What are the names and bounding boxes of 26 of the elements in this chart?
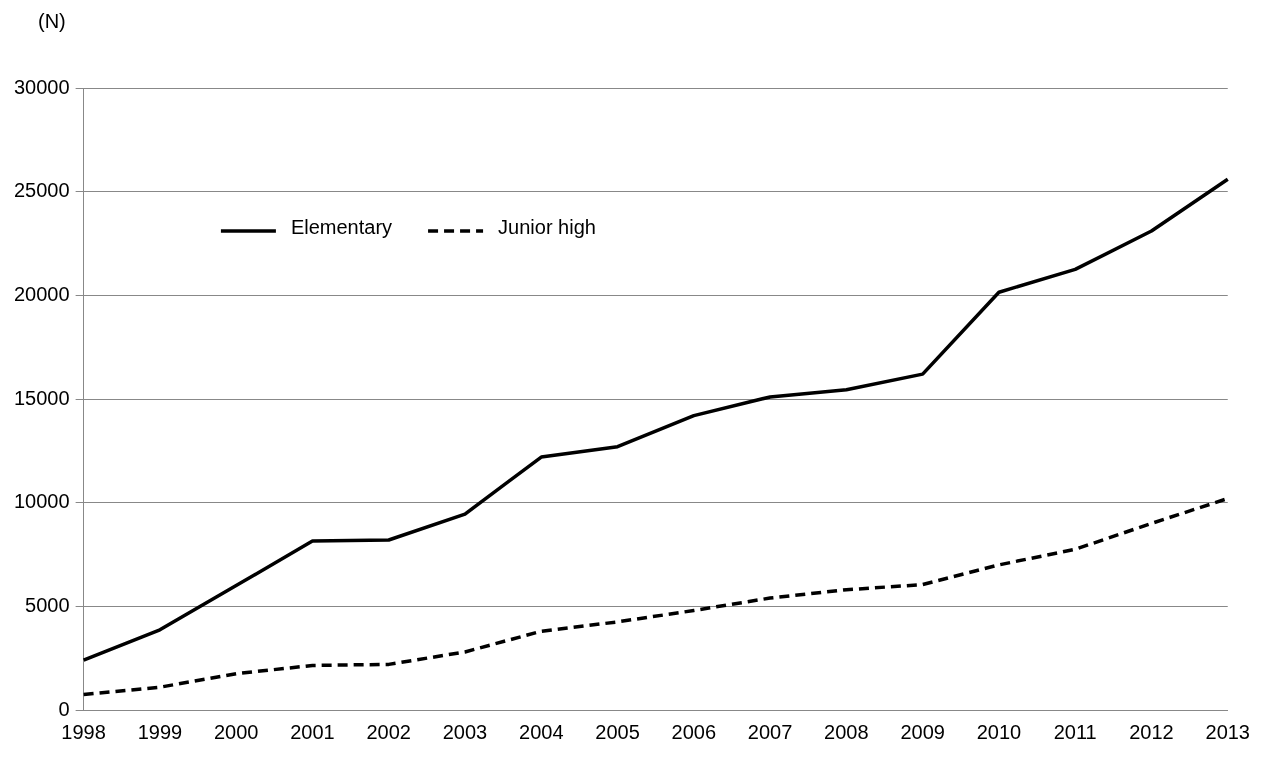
x-tick-label: 2007	[747, 720, 793, 743]
y-axis-title: (N)	[38, 9, 66, 32]
y-tick-label: 25000	[13, 179, 70, 202]
legend-label: Elementary	[290, 215, 393, 238]
x-tick-label: 2003	[442, 720, 488, 743]
y-tick-label: 10000	[13, 490, 70, 513]
x-tick-label: 1998	[61, 720, 106, 743]
x-tick-label: 2010	[976, 720, 1022, 743]
x-tick-label: 2011	[1053, 720, 1097, 743]
y-tick-label: 15000	[13, 386, 70, 409]
y-tick-label: 5000	[25, 593, 70, 616]
x-tick-label: 2008	[824, 720, 869, 743]
x-tick-label: 2000	[213, 720, 259, 743]
x-tick-label: 2005	[595, 720, 640, 743]
x-tick-label: 2012	[1129, 720, 1174, 743]
legend-label: Junior high	[498, 215, 596, 238]
x-tick-label: 2002	[366, 720, 411, 743]
x-tick-label: 2013	[1205, 720, 1250, 743]
x-tick-label: 2006	[671, 720, 717, 743]
y-tick-label: 30000	[13, 75, 70, 98]
y-tick-label: 0	[58, 697, 70, 720]
y-tick-label: 20000	[13, 282, 70, 305]
x-tick-label: 1999	[137, 720, 183, 743]
x-tick-label: 2004	[519, 720, 564, 743]
x-tick-label: 2009	[900, 720, 945, 743]
x-tick-label: 2001	[290, 720, 335, 743]
